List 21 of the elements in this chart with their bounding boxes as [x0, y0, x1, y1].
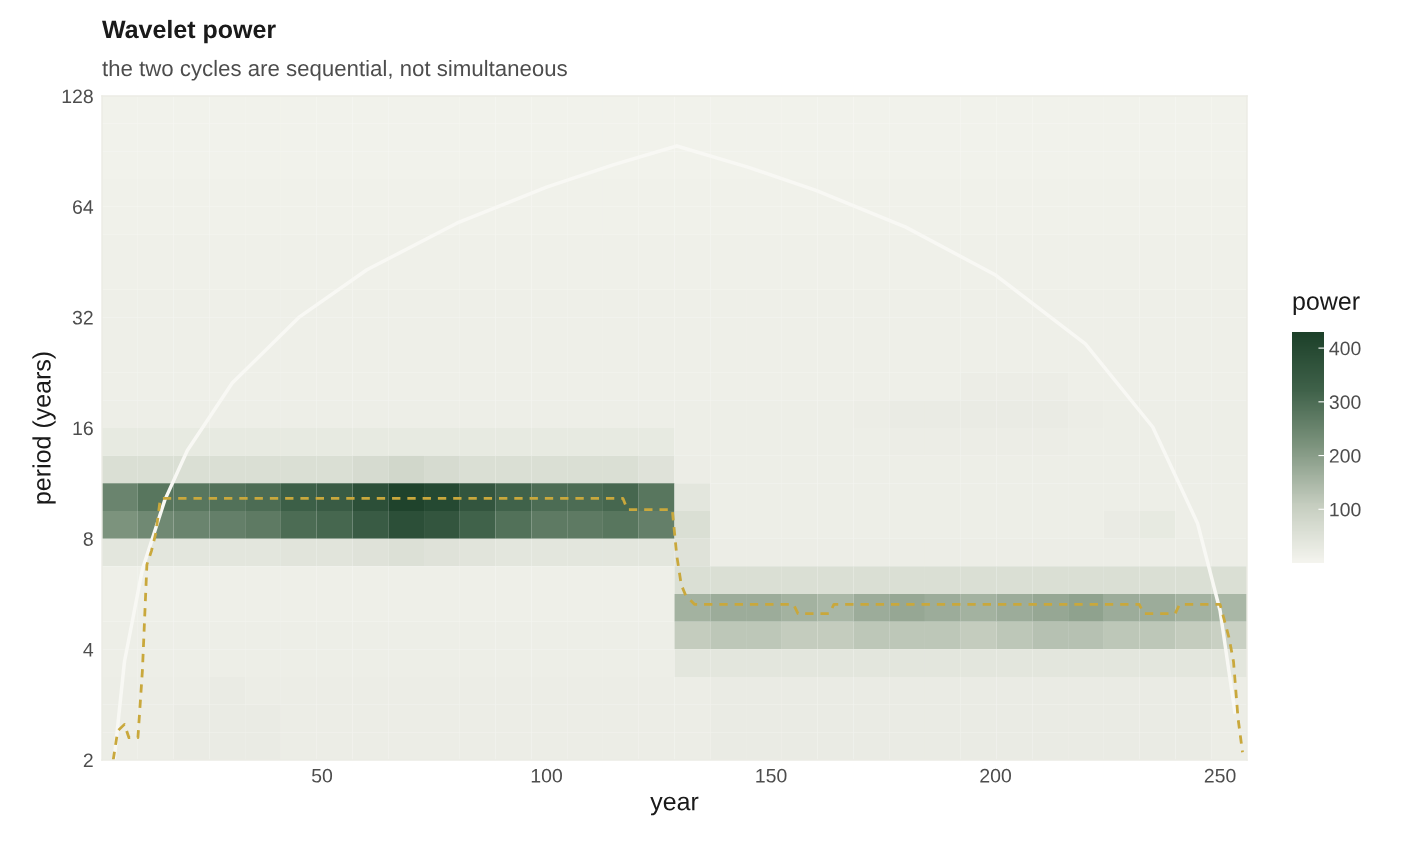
chart-title: Wavelet power [102, 19, 276, 44]
y-tick-label: 32 [72, 310, 93, 325]
chart-subtitle: the two cycles are sequential, not simultaneous [102, 59, 567, 81]
color-bar-label: 100 [1330, 502, 1361, 517]
x-tick-label: 50 [311, 768, 333, 783]
x-axis-title: year [650, 796, 699, 816]
color-bar-label: 300 [1329, 395, 1361, 410]
y-tick-label: 16 [73, 421, 93, 436]
x-tick-label: 250 [1204, 768, 1236, 783]
y-tick-label: 4 [83, 643, 94, 657]
x-tick-label: 150 [756, 768, 787, 783]
color-bar-label: 400 [1329, 341, 1361, 356]
color-bar-title: power [1293, 296, 1360, 315]
y-tick-label: 8 [83, 532, 93, 546]
x-tick-label: 200 [980, 768, 1012, 783]
color-bar-label: 200 [1329, 449, 1361, 463]
y-tick-label: 64 [73, 200, 94, 214]
y-tick-label: 128 [62, 89, 93, 104]
x-tick-label: 100 [531, 768, 562, 783]
y-axis-title: period (years) [32, 352, 56, 504]
y-tick-label: 2 [83, 753, 93, 768]
